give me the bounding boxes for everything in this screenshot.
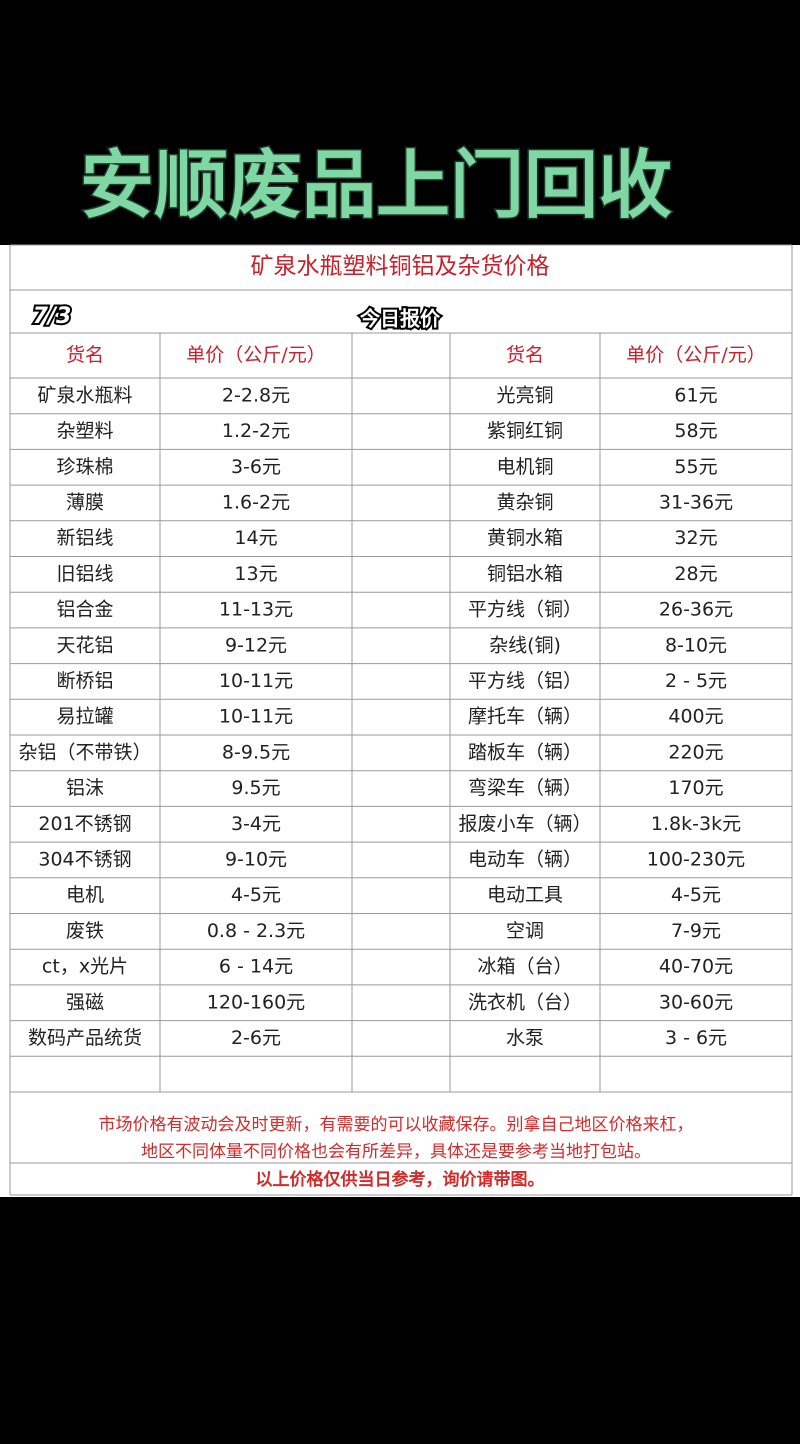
price: 55元 — [674, 456, 717, 478]
price: 1.2-2元 — [222, 420, 290, 442]
item-name: 数码产品统货 — [28, 1027, 142, 1049]
price: 220元 — [668, 741, 723, 763]
sheet-title: 矿泉水瓶塑料铜铝及杂货价格 — [251, 254, 550, 280]
price: 0.8 - 2.3元 — [207, 920, 305, 942]
item-name: 报废小车（辆） — [458, 813, 591, 835]
item-name: 薄膜 — [66, 491, 104, 513]
item-name: 易拉罐 — [56, 706, 113, 728]
price: 9-12元 — [225, 634, 287, 656]
item-name: 杂塑料 — [56, 420, 113, 442]
item-name: 电机铜 — [496, 456, 553, 478]
item-name: 黄铜水箱 — [487, 527, 563, 549]
item-name: 铝合金 — [56, 599, 113, 621]
price: 1.8k-3k元 — [651, 813, 741, 835]
item-name: 空调 — [506, 920, 544, 942]
sheet — [0, 245, 800, 1197]
item-name: ct，x光片 — [42, 956, 128, 978]
price: 14元 — [234, 527, 277, 549]
price: 61元 — [674, 384, 717, 406]
price: 7-9元 — [671, 920, 721, 942]
item-name: 光亮铜 — [496, 384, 553, 406]
table: 货名 单价（公斤/元） 货名 单价（公斤/元） 矿泉水瓶料 2-2.8元 光亮铜 61元杂塑料… — [18, 344, 765, 1049]
price: 170元 — [668, 777, 723, 799]
item-name: 矿泉水瓶料 — [37, 384, 132, 406]
price: 4-5元 — [671, 884, 721, 906]
column-header: 货名 — [506, 344, 544, 366]
item-name: 新铝线 — [56, 527, 113, 549]
price: 28元 — [674, 563, 717, 585]
item-name: 杂铝（不带铁） — [18, 741, 151, 763]
price: 120-160元 — [207, 991, 305, 1013]
item-name: 平方线（铜） — [468, 599, 582, 621]
price: 100-230元 — [647, 848, 745, 870]
item-name: 黄杂铜 — [496, 491, 553, 513]
item-name: 平方线（铝） — [468, 670, 582, 692]
price: 400元 — [668, 706, 723, 728]
note: 市场价格有波动会及时更新，有需要的可以收藏保存。别拿自己地区价格来杠， — [99, 1114, 694, 1135]
note: 地区不同体量不同价格也会有所差异，具体还是要参考当地打包站。 — [141, 1142, 651, 1162]
price: 3-6元 — [231, 456, 281, 478]
item-name: 电动车（辆） — [468, 848, 582, 870]
footer: 以上价格仅供当日参考，询价请带图。 — [256, 1169, 545, 1190]
price: 58元 — [674, 420, 717, 442]
item-name: 弯梁车（辆） — [468, 777, 582, 799]
item-name: 304不锈钢 — [38, 848, 131, 870]
price: 2-6元 — [231, 1027, 281, 1049]
column-header: 单价（公斤/元） — [626, 344, 765, 366]
item-name: 201不锈钢 — [38, 813, 131, 835]
subtitle: 今日报价 — [360, 307, 441, 331]
item-name: 断桥铝 — [56, 670, 113, 692]
item-name: 冰箱（台） — [477, 956, 572, 978]
item-name: 杂线(铜) — [489, 634, 561, 656]
price: 10-11元 — [219, 670, 293, 692]
price: 2-2.8元 — [222, 384, 290, 406]
price: 13元 — [234, 563, 277, 585]
item-name: 旧铝线 — [56, 563, 113, 585]
price: 10-11元 — [219, 706, 293, 728]
table-grid — [9, 244, 793, 1196]
price: 4-5元 — [231, 884, 281, 906]
price: 1.6-2元 — [222, 491, 290, 513]
item-name: 珍珠棉 — [56, 456, 113, 478]
price: 3-4元 — [231, 813, 281, 835]
item-name: 电机 — [66, 884, 104, 906]
price: 26-36元 — [659, 599, 733, 621]
price: 2 - 5元 — [665, 670, 727, 692]
column-header: 单价（公斤/元） — [186, 344, 325, 366]
item-name: 天花铝 — [56, 634, 113, 656]
price: 3 - 6元 — [665, 1027, 727, 1049]
price: 40-70元 — [659, 956, 733, 978]
item-name: 水泵 — [506, 1027, 544, 1049]
item-name: 电动工具 — [487, 884, 563, 906]
price: 9.5元 — [231, 777, 280, 799]
price: 30-60元 — [659, 991, 733, 1013]
item-name: 铝沫 — [66, 777, 104, 799]
date: 7/3 — [33, 304, 72, 329]
price: 6 - 14元 — [219, 956, 293, 978]
price: 8-9.5元 — [222, 741, 290, 763]
item-name: 踏板车（辆） — [468, 741, 582, 763]
column-header: 货名 — [66, 344, 104, 366]
price: 11-13元 — [219, 599, 293, 621]
item-name: 废铁 — [66, 920, 104, 942]
price: 9-10元 — [225, 848, 287, 870]
page-title: 安顺废品上门回收 — [80, 143, 672, 229]
item-name: 铜铝水箱 — [487, 563, 563, 585]
item-name: 摩托车（辆） — [468, 706, 582, 728]
item-name: 紫铜红铜 — [487, 420, 563, 442]
price: 8-10元 — [665, 634, 727, 656]
item-name: 强磁 — [66, 991, 104, 1013]
price: 31-36元 — [659, 491, 733, 513]
price: 32元 — [674, 527, 717, 549]
item-name: 洗衣机（台） — [468, 991, 582, 1013]
